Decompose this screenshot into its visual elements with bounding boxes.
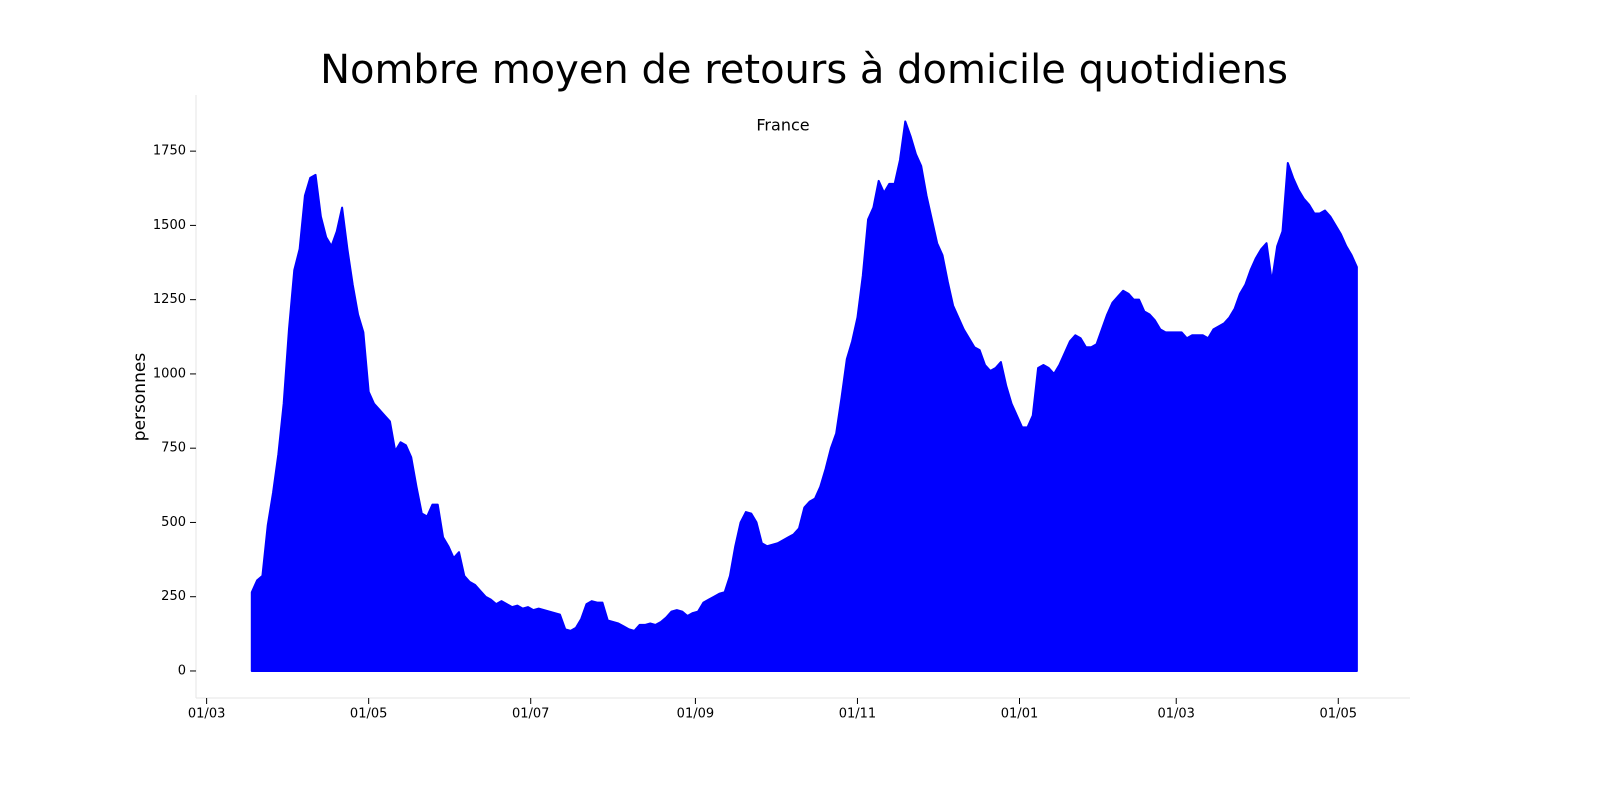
x-tick-label: 01/05 bbox=[1320, 707, 1357, 722]
x-tick-label: 01/07 bbox=[512, 707, 549, 722]
y-tick-label: 1750 bbox=[153, 144, 186, 159]
y-tick-label: 0 bbox=[178, 663, 186, 678]
area bbox=[250, 120, 1358, 672]
y-tick-label: 1500 bbox=[153, 218, 186, 233]
y-tick-label: 1000 bbox=[153, 366, 186, 381]
x-tick-label: 01/09 bbox=[677, 707, 714, 722]
y-tick-label: 1250 bbox=[153, 292, 186, 307]
y-tick-label: 250 bbox=[161, 589, 186, 604]
x-tick-label: 01/11 bbox=[839, 707, 876, 722]
y-tick-label: 750 bbox=[161, 441, 186, 456]
chart-subtitle: France bbox=[756, 116, 809, 135]
x-tick-label: 01/03 bbox=[188, 707, 225, 722]
chart-title: Nombre moyen de retours à domicile quoti… bbox=[320, 47, 1288, 93]
x-tick-label: 01/05 bbox=[350, 707, 387, 722]
y-tick-label: 500 bbox=[161, 515, 186, 530]
y-axis-label: personnes bbox=[130, 353, 150, 442]
x-tick-label: 01/01 bbox=[1001, 707, 1038, 722]
x-tick-label: 01/03 bbox=[1157, 707, 1194, 722]
